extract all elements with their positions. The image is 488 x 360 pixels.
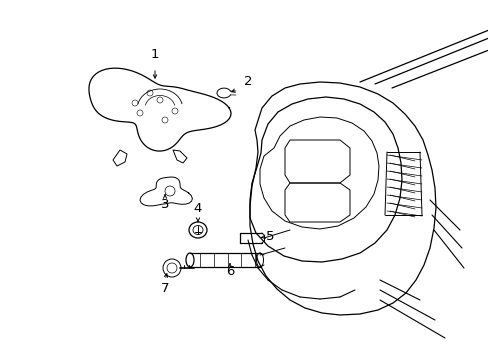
Text: 6: 6 [225,265,234,278]
Text: 7: 7 [161,282,169,295]
Text: 3: 3 [161,198,169,211]
Text: 2: 2 [243,75,252,88]
Text: 5: 5 [265,230,274,243]
Text: 1: 1 [150,48,159,61]
Text: 4: 4 [193,202,202,215]
